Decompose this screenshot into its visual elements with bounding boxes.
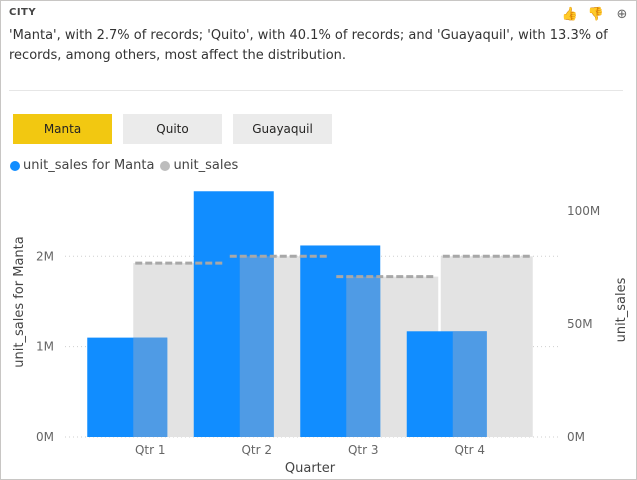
left-tick-label: 2M	[36, 249, 54, 263]
right-axis-title: unit_sales	[614, 277, 629, 342]
divider	[9, 90, 623, 91]
bar-chart: 0M 1M 2M 0M 50M 100M Qtr 1 Qtr 2 Qtr 3 Qtr 4 Quart…	[12, 191, 629, 476]
filter-guayaquil-button[interactable]: Guayaquil	[233, 114, 332, 144]
add-icon[interactable]: ⊕	[616, 7, 628, 22]
action-bar: 👍 👎 ⊕	[561, 6, 631, 24]
right-tick-label: 100M	[567, 204, 600, 218]
chart-legend: unit_sales for Manta unit_sales	[10, 158, 244, 173]
thumbs-down-icon[interactable]: 👎	[587, 7, 605, 22]
left-tick-label: 1M	[36, 340, 54, 354]
bar-overlap-3	[346, 276, 381, 437]
legend-item-total: unit_sales	[160, 158, 238, 173]
filter-pills: Manta Quito Guayaquil	[13, 114, 332, 144]
legend-item-manta: unit_sales for Manta	[10, 158, 154, 173]
left-tick-label: 0M	[36, 430, 54, 444]
thumbs-up-icon[interactable]: 👍	[561, 7, 579, 22]
right-tick-label: 50M	[567, 317, 593, 331]
legend-swatch-total	[160, 160, 171, 171]
x-tick-label: Qtr 2	[241, 443, 272, 457]
right-tick-label: 0M	[567, 430, 585, 444]
filter-quito-button[interactable]: Quito	[123, 114, 222, 144]
x-tick-label: Qtr 3	[348, 443, 379, 457]
legend-label-total: unit_sales	[173, 158, 239, 173]
x-tick-label: Qtr 4	[454, 443, 485, 457]
left-axis-title: unit_sales for Manta	[12, 236, 27, 367]
bar-overlap-1	[133, 337, 168, 437]
bar-overlap-2	[239, 256, 274, 437]
legend-label-manta: unit_sales for Manta	[23, 158, 155, 173]
legend-swatch-manta	[10, 160, 20, 171]
filter-manta-button[interactable]: Manta	[13, 114, 112, 144]
x-tick-label: Qtr 1	[135, 443, 166, 457]
x-axis-title: Quarter	[285, 461, 336, 476]
section-label: CITY	[9, 7, 37, 18]
insight-text: 'Manta', with 2.7% of records; 'Quito', …	[9, 28, 608, 63]
bar-overlap-4	[452, 331, 487, 437]
